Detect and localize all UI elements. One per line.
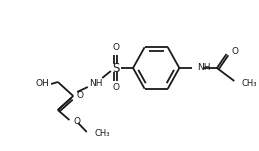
Text: CH₃: CH₃	[95, 130, 110, 138]
Text: NH: NH	[89, 79, 102, 87]
Text: O: O	[231, 47, 238, 56]
Text: O: O	[76, 90, 83, 100]
Text: O: O	[112, 43, 119, 53]
Text: O: O	[112, 84, 119, 93]
Text: OH: OH	[35, 79, 49, 87]
Text: S: S	[112, 61, 119, 74]
Text: NH: NH	[197, 64, 210, 72]
Text: O: O	[73, 117, 80, 127]
Text: CH₃: CH₃	[242, 79, 257, 88]
